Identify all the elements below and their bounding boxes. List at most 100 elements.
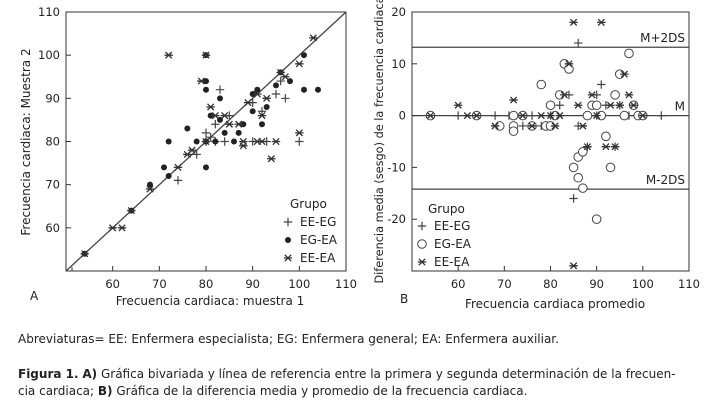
panel-b-legend-title: Grupo bbox=[428, 202, 465, 216]
panel-b-letter: B bbox=[400, 292, 408, 306]
panel-b-legend-label-ee-eg: EE-EG bbox=[434, 219, 470, 233]
panel-a-point-ee-eg bbox=[201, 128, 211, 138]
panel-b-point-ee-ea bbox=[537, 111, 546, 120]
panel-a-point-ee-eg bbox=[220, 137, 229, 146]
panel-a-point-ee-ea bbox=[257, 137, 267, 146]
panel-a-point-eg-ea bbox=[231, 138, 237, 145]
panel-a-y-label: Frecuencia cardiaca: Muestra 2 bbox=[19, 48, 33, 235]
panel-a-point-ee-ea bbox=[206, 103, 215, 111]
panel-a-point-eg-ea bbox=[221, 129, 228, 136]
panel-a-point-ee-ea bbox=[309, 34, 318, 42]
panel-b-x-tick-label: 80 bbox=[543, 277, 558, 291]
panel-b-legend-marker-ee-eg bbox=[417, 221, 427, 231]
panel-a-point-eg-ea bbox=[147, 181, 153, 188]
panel-a-point-eg-ea bbox=[240, 121, 247, 128]
panel-a-legend-marker-ee-ea bbox=[283, 254, 293, 262]
panel-b-points bbox=[425, 18, 666, 270]
panel-b-point-ee-ea bbox=[546, 111, 555, 120]
panel-b-point-eg-ea bbox=[568, 162, 579, 173]
panel-b-point-ee-ea bbox=[620, 70, 629, 78]
panel-b-point-eg-ea bbox=[508, 110, 519, 121]
panel-a-point-ee-ea bbox=[127, 206, 136, 215]
panel-b-x-axis: 60 70 80 90 100 110 bbox=[451, 266, 700, 291]
panel-a-bivariate-plot: 60 70 80 90 100 110 60 70 80 90 100 110 Frecuencia… bbox=[19, 5, 357, 308]
caption-line2-start: cia cardiaca; bbox=[18, 384, 98, 398]
panel-b-point-eg-ea bbox=[601, 131, 611, 142]
panel-b-point-ee-ea bbox=[555, 111, 564, 120]
panel-a-point-eg-ea bbox=[273, 82, 279, 89]
panel-a-point-ee-ea bbox=[225, 120, 234, 128]
panel-b-point-eg-ea bbox=[578, 183, 588, 193]
panel-a-point-eg-ea bbox=[193, 138, 200, 145]
panel-a-point-ee-ea bbox=[295, 129, 304, 137]
panel-a-legend-label-eg-ea: EG-EA bbox=[300, 233, 338, 247]
panel-a-legend-label-ee-eg: EE-EG bbox=[300, 215, 336, 229]
panel-b-point-ee-eg bbox=[490, 111, 500, 120]
panel-a-point-ee-ea bbox=[281, 73, 290, 81]
panel-b-y-label: Diferencia media (sesgo) de la frecuenci… bbox=[373, 0, 386, 284]
panel-a-point-eg-ea bbox=[203, 78, 209, 85]
panel-a-y-tick-label: 100 bbox=[38, 48, 60, 62]
panel-b-point-ee-ea bbox=[509, 96, 518, 104]
caption-part-b-letter: B) bbox=[97, 384, 113, 398]
panel-b-x-tick-label: 100 bbox=[632, 277, 654, 291]
panel-b-y-tick-label: -10 bbox=[387, 160, 406, 174]
panel-a-point-ee-ea bbox=[243, 99, 253, 107]
panel-b-point-ee-ea bbox=[597, 18, 606, 26]
panel-a-y-axis: 60 70 80 90 100 110 bbox=[38, 5, 71, 235]
panel-a-point-eg-ea bbox=[203, 164, 209, 171]
panel-b-point-ee-ea bbox=[490, 122, 500, 130]
panel-a-point-ee-ea bbox=[117, 224, 127, 232]
panel-b-point-ee-eg bbox=[597, 80, 606, 89]
panel-a-point-ee-ea bbox=[239, 137, 248, 146]
panel-b-point-ee-eg bbox=[453, 111, 463, 120]
panel-a-y-tick-label: 90 bbox=[45, 91, 60, 105]
panel-a-legend-marker-eg-ea bbox=[285, 237, 291, 243]
panel-b-point-ee-ea bbox=[638, 111, 648, 120]
panel-a-point-ee-ea bbox=[271, 137, 281, 146]
panel-a-point-ee-eg bbox=[173, 176, 183, 185]
panel-b-point-ee-eg bbox=[527, 111, 537, 120]
panel-b-point-ee-ea bbox=[601, 143, 611, 151]
panel-b-point-ee-eg bbox=[555, 101, 564, 110]
panel-a-point-eg-ea bbox=[249, 108, 256, 115]
panel-a-point-ee-eg bbox=[276, 76, 285, 86]
panel-a-point-eg-ea bbox=[249, 91, 256, 98]
panel-a-point-eg-ea bbox=[203, 86, 209, 93]
panel-a-legend-title: Grupo bbox=[290, 197, 327, 211]
panel-b-point-ee-ea bbox=[574, 101, 583, 109]
panel-b-point-ee-ea bbox=[615, 101, 624, 109]
panel-a-legend: Grupo EE-EG EG-EA EE-EA bbox=[283, 197, 338, 265]
panel-b-y-tick-label: 0 bbox=[399, 109, 406, 123]
panel-a-point-ee-ea bbox=[262, 94, 271, 102]
panel-b-point-eg-ea bbox=[582, 110, 593, 121]
panel-b-point-eg-ea bbox=[605, 162, 616, 173]
panel-a-point-eg-ea bbox=[259, 121, 265, 128]
panel-b-point-ee-ea bbox=[550, 122, 560, 130]
figure-caption: Figura 1. A) Gráfica bivariada y línea d… bbox=[18, 366, 698, 400]
panel-a-point-ee-eg bbox=[206, 132, 215, 142]
panel-a-point-ee-ea bbox=[295, 60, 304, 68]
panel-a-point-eg-ea bbox=[207, 112, 214, 119]
panel-b-x-tick-label: 60 bbox=[451, 277, 466, 291]
panel-b-y-tick-label: -20 bbox=[387, 212, 406, 226]
panel-b-point-ee-ea bbox=[564, 60, 574, 68]
panel-a-point-eg-ea bbox=[254, 86, 261, 93]
panel-a-point-eg-ea bbox=[165, 138, 172, 145]
panel-a-x-tick-label: 70 bbox=[152, 277, 167, 291]
panel-a-point-eg-ea bbox=[301, 52, 307, 59]
panel-b-point-ee-ea bbox=[578, 122, 588, 130]
panel-b-refline-label: M-2DS bbox=[646, 173, 685, 187]
panel-a-point-ee-ea bbox=[201, 137, 211, 146]
panel-a-point-eg-ea bbox=[212, 138, 219, 145]
figure-label: Figura 1. bbox=[18, 367, 79, 381]
panel-b-point-ee-ea bbox=[426, 111, 435, 120]
panel-a-x-axis: 60 70 80 90 100 110 bbox=[71, 266, 357, 291]
panel-b-difference-plot: M+2DS M M-2DS 60 70 80 90 100 110 -20 -10 0 10 20 F… bbox=[373, 0, 700, 311]
panel-b-point-eg-ea bbox=[536, 79, 547, 90]
panel-a-x-label: Frecuencia cardiaca: muestra 1 bbox=[116, 294, 305, 308]
panel-b-point-eg-ea bbox=[610, 90, 620, 100]
panel-a-point-ee-ea bbox=[197, 77, 206, 85]
panel-b-point-ee-ea bbox=[560, 91, 569, 99]
panel-b-legend-label-ee-ea: EE-EA bbox=[434, 255, 470, 269]
